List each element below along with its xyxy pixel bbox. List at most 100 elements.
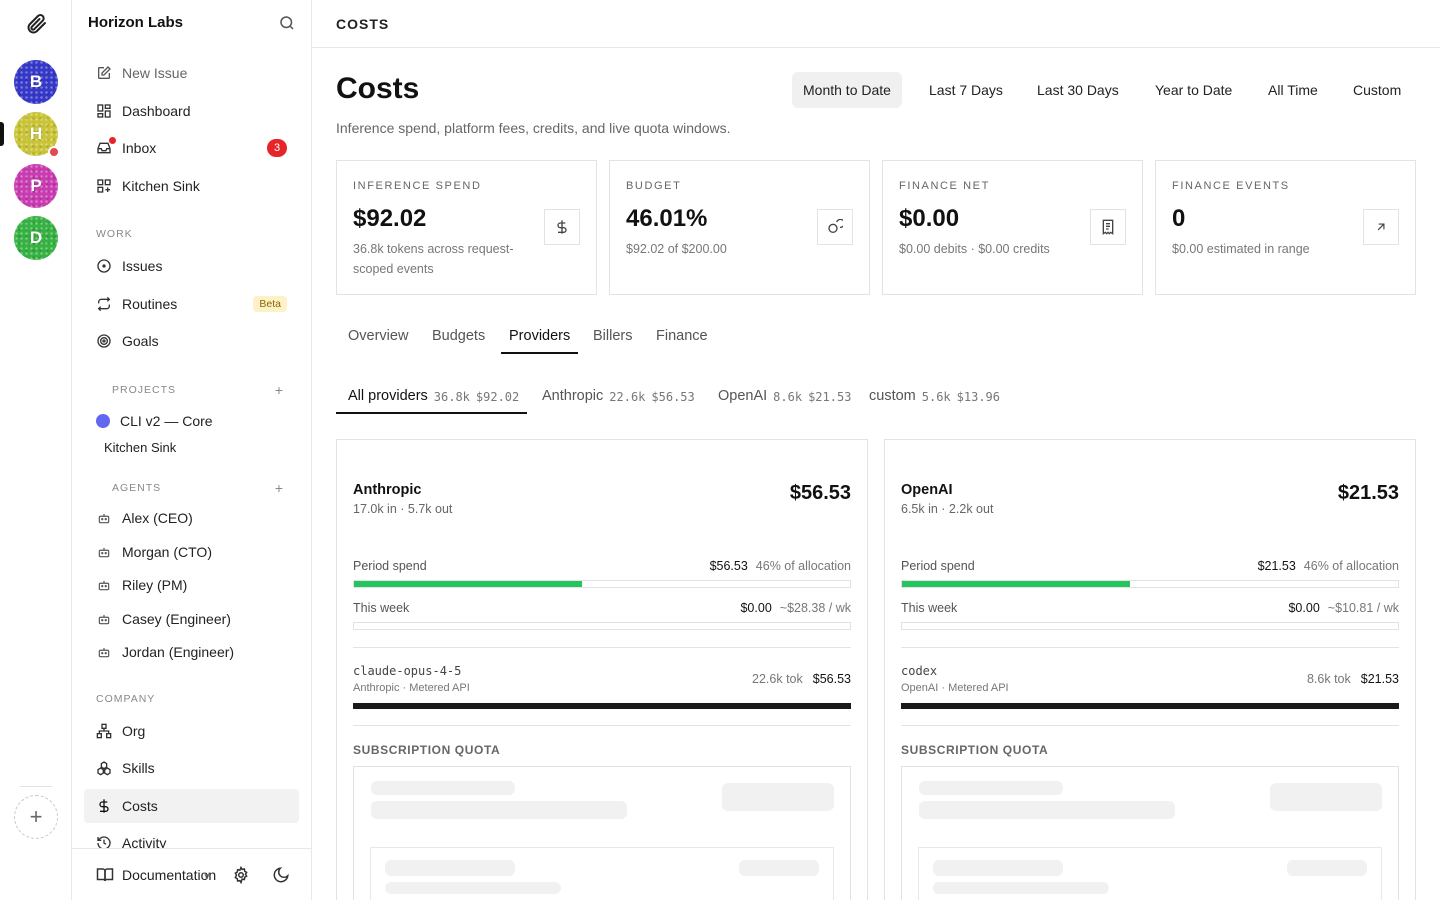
- sidebar-item-org[interactable]: Org: [84, 714, 299, 748]
- range-custom[interactable]: Custom: [1353, 82, 1402, 98]
- sidebar-item-routines[interactable]: Routines Beta: [84, 287, 299, 321]
- skeleton-line: [385, 860, 515, 876]
- divider: [901, 647, 1399, 648]
- sidebar-item-project-cli[interactable]: CLI v2 — Core: [84, 404, 299, 438]
- provider-tab-tokens: 22.6k: [609, 390, 646, 404]
- workspace-avatar-h[interactable]: H: [14, 112, 60, 158]
- range-all-time[interactable]: All Time: [1268, 82, 1318, 98]
- provider-card-openai: OpenAI 6.5k in · 2.2k out $21.53 Period …: [884, 439, 1416, 900]
- this-week-bar: [901, 622, 1399, 630]
- provider-tab-tokens: 36.8k: [433, 390, 470, 404]
- add-project-button[interactable]: +: [274, 382, 283, 398]
- provider-io: 6.5k in · 2.2k out: [901, 502, 994, 516]
- provider-name: OpenAI: [901, 482, 953, 498]
- sidebar-item-label: Skills: [122, 760, 155, 776]
- sidebar-item-costs[interactable]: Costs: [84, 789, 299, 823]
- period-spend-value: $56.53 46% of allocation: [710, 559, 851, 573]
- search-icon[interactable]: [278, 14, 296, 32]
- add-workspace-button[interactable]: +: [14, 795, 58, 839]
- org-icon: [96, 723, 112, 739]
- workspace-avatar-b[interactable]: B: [14, 60, 58, 104]
- sidebar-item-skills[interactable]: Skills: [84, 751, 299, 785]
- sidebar-item-agent[interactable]: Jordan (Engineer): [84, 635, 299, 669]
- sidebar-item-inbox[interactable]: Inbox 3: [84, 131, 299, 165]
- period-spend-label: Period spend: [353, 559, 427, 573]
- quota-loading-skeleton: [353, 766, 851, 900]
- tab-overview[interactable]: Overview: [348, 328, 409, 344]
- provider-tab-cost: $56.53: [651, 390, 695, 404]
- sidebar-item-label: Dashboard: [122, 103, 191, 119]
- sidebar-item-agent[interactable]: Morgan (CTO): [84, 535, 299, 569]
- sidebar-item-dashboard[interactable]: Dashboard: [84, 94, 299, 128]
- provider-tab-anthropic[interactable]: Anthropic 22.6k $56.53: [542, 380, 695, 414]
- tab-budgets[interactable]: Budgets: [432, 328, 486, 344]
- project-color-dot: [96, 414, 110, 428]
- period-spend-fill: [354, 581, 583, 587]
- sidebar-item-issues[interactable]: Issues: [84, 249, 299, 283]
- target-icon: [96, 333, 112, 349]
- period-spend-amount: $56.53: [709, 559, 748, 573]
- sidebar-item-project-kitchen-sink[interactable]: Kitchen Sink: [84, 432, 299, 462]
- sidebar-item-agent[interactable]: Casey (Engineer): [84, 602, 299, 636]
- provider-tab-tokens: 8.6k: [773, 390, 803, 404]
- coins-icon: [817, 209, 853, 245]
- plus-icon: +: [29, 804, 43, 829]
- section-label-company: COMPANY: [96, 693, 156, 705]
- inbox-icon: [96, 137, 116, 156]
- sidebar-item-goals[interactable]: Goals: [84, 324, 299, 358]
- provider-tab-cost: $21.53: [808, 390, 852, 404]
- sidebar-item-label: Riley (PM): [122, 577, 188, 593]
- sidebar-item-agent[interactable]: Riley (PM): [84, 568, 299, 602]
- this-week-value: $0.00 ~$10.81 / wk: [1288, 601, 1399, 615]
- edit-icon: [96, 65, 112, 81]
- divider: [901, 725, 1399, 726]
- model-tokens: 22.6k tok: [752, 672, 803, 686]
- skeleton-pill: [722, 783, 834, 811]
- this-week-amount: $0.00: [1288, 601, 1320, 615]
- stat-card-inference-spend: INFERENCE SPEND $92.02 36.8k tokens acro…: [336, 160, 597, 295]
- documentation-link[interactable]: Documentation: [122, 866, 217, 883]
- model-usage: 8.6k tok $21.53: [1307, 672, 1399, 686]
- tab-billers[interactable]: Billers: [593, 328, 633, 344]
- provider-total: $21.53: [1337, 482, 1399, 504]
- workspace-rail: B H P D +: [0, 0, 72, 900]
- sidebar-item-label: Goals: [122, 333, 159, 349]
- workspace-avatar-d[interactable]: D: [14, 216, 58, 260]
- moon-icon[interactable]: [272, 866, 290, 884]
- sidebar-item-label: Activity: [122, 835, 167, 851]
- sidebar-item-activity[interactable]: Activity: [84, 826, 299, 860]
- bot-icon: [96, 510, 112, 526]
- page-title: Costs: [336, 72, 420, 105]
- stat-label: FINANCE NET: [899, 180, 990, 192]
- sidebar-item-agent[interactable]: Alex (CEO): [84, 501, 299, 535]
- skeleton-inner-box: [370, 847, 834, 900]
- period-spend-amount: $21.53: [1257, 559, 1296, 573]
- workspace-avatar-p[interactable]: P: [14, 164, 58, 208]
- period-spend-fill: [902, 581, 1131, 587]
- sidebar-item-kitchen-sink[interactable]: Kitchen Sink: [84, 169, 299, 203]
- range-last-30-days[interactable]: Last 30 Days: [1037, 82, 1119, 98]
- model-billing: OpenAI · Metered API: [901, 682, 1009, 694]
- page-subtitle: Inference spend, platform fees, credits,…: [336, 120, 731, 136]
- paperclip-icon[interactable]: [24, 12, 48, 36]
- sidebar-item-new-issue[interactable]: New Issue: [84, 56, 299, 90]
- skeleton-line: [385, 882, 561, 894]
- range-month-to-date[interactable]: Month to Date: [792, 72, 902, 108]
- provider-tab-openai[interactable]: OpenAI 8.6k $21.53: [718, 380, 851, 414]
- add-agent-button[interactable]: +: [274, 480, 283, 496]
- provider-tab-all[interactable]: All providers 36.8k $92.02: [336, 380, 528, 414]
- sidebar-item-label: Org: [122, 723, 146, 739]
- sidebar-item-label: Casey (Engineer): [122, 611, 231, 627]
- skeleton-line: [919, 781, 1063, 795]
- range-last-7-days[interactable]: Last 7 Days: [929, 82, 1003, 98]
- tab-finance[interactable]: Finance: [656, 328, 708, 344]
- gear-icon[interactable]: [232, 865, 250, 884]
- range-year-to-date[interactable]: Year to Date: [1155, 82, 1233, 98]
- provider-tab-custom[interactable]: custom 5.6k $13.96: [869, 380, 1000, 414]
- period-spend-label: Period spend: [901, 559, 975, 573]
- sidebar-item-label: Alex (CEO): [122, 510, 193, 526]
- stat-value: 0: [1172, 205, 1186, 232]
- tab-providers[interactable]: Providers: [501, 320, 579, 354]
- divider: [353, 647, 851, 648]
- provider-tab-name: All providers: [348, 388, 428, 404]
